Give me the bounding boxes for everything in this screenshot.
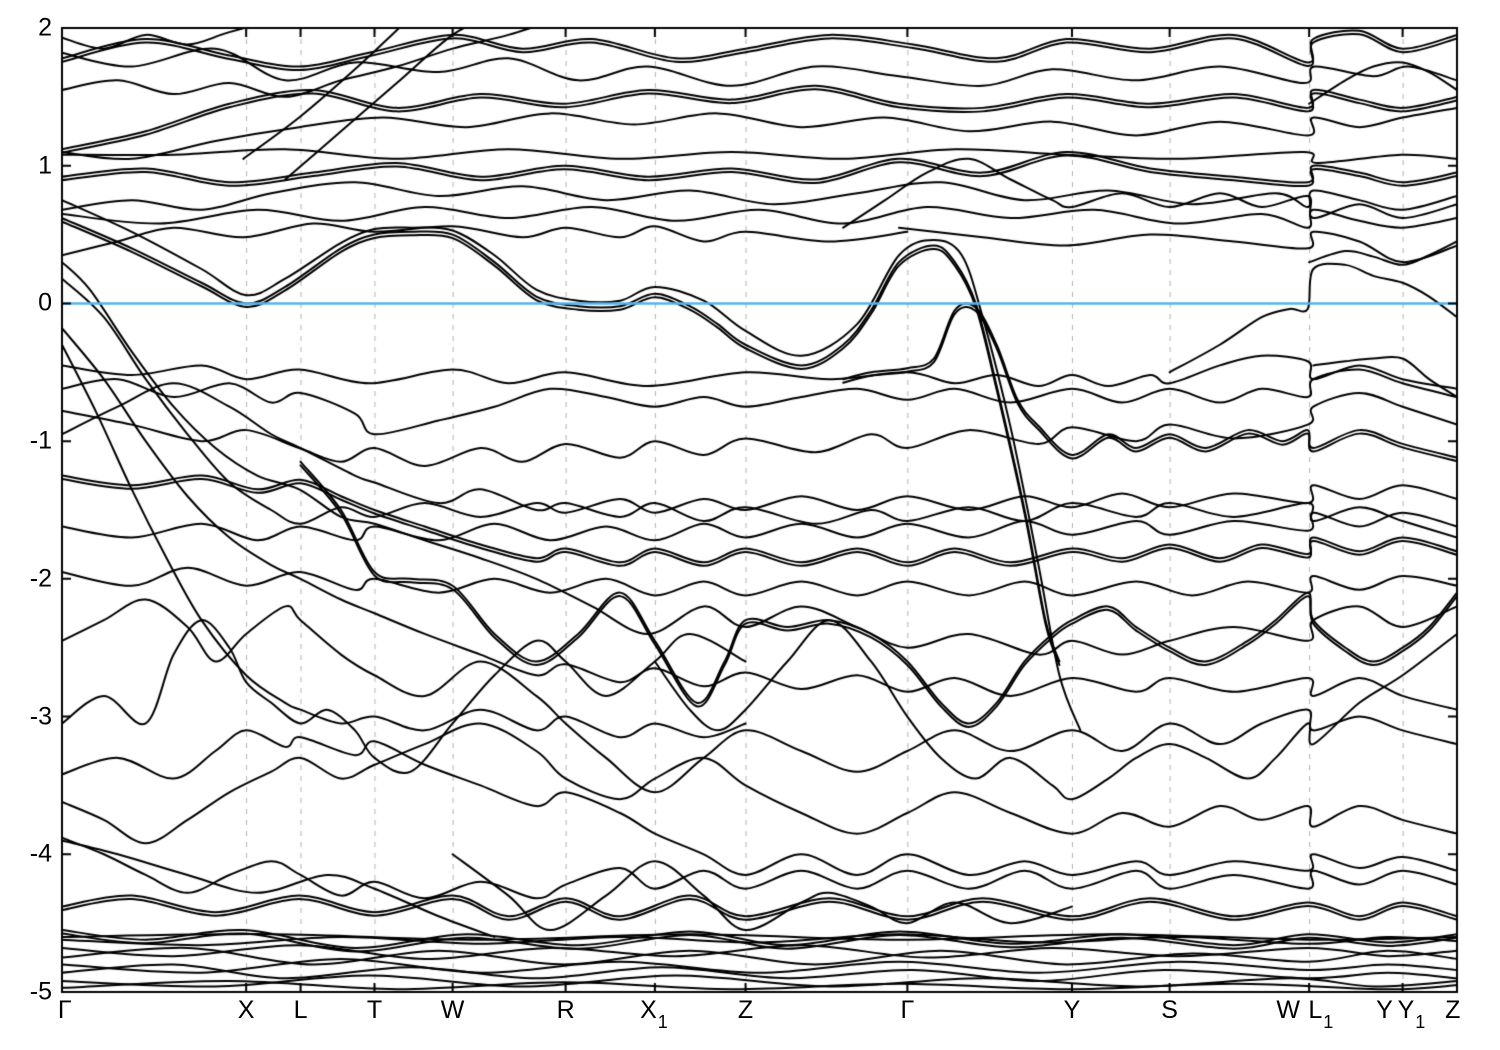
x-kpoint-label: Γ [57, 996, 72, 1024]
y-tick-label: 0 [38, 288, 52, 317]
x-axis-kpoint-labels: Γ X L T W R X1 Z Γ Y S W L1 Y Y1 Z [0, 998, 1500, 1038]
x-kpoint-label: W [1276, 996, 1301, 1024]
x-kpoint-label: L [293, 996, 308, 1024]
x-kpoint-label: X1 [640, 996, 668, 1032]
x-kpoint-label: W [440, 996, 465, 1024]
x-kpoint-label: Y [1063, 996, 1081, 1024]
x-kpoint-label: R [556, 996, 575, 1024]
x-kpoint-label: Γ [900, 996, 915, 1024]
y-tick-label: -5 [29, 977, 52, 1006]
x-kpoint-label: T [366, 996, 383, 1024]
y-axis-tick-labels: 2 1 0 -1 -2 -3 -4 -5 [0, 0, 52, 1050]
y-tick-label: 2 [38, 13, 52, 42]
y-tick-label: -3 [29, 702, 52, 731]
x-kpoint-label: S [1161, 996, 1178, 1024]
x-kpoint-label: L1 [1308, 996, 1334, 1032]
x-kpoint-label: Z [1445, 996, 1461, 1024]
x-kpoint-label: X [237, 996, 255, 1024]
y-tick-label: 1 [38, 151, 52, 180]
y-tick-label: -1 [29, 426, 52, 455]
x-kpoint-label: Z [737, 996, 754, 1024]
x-kpoint-label: Y1 [1397, 996, 1426, 1032]
y-tick-label: -2 [29, 564, 52, 593]
y-tick-label: -4 [29, 839, 52, 868]
x-kpoint-label: Y [1376, 996, 1393, 1024]
